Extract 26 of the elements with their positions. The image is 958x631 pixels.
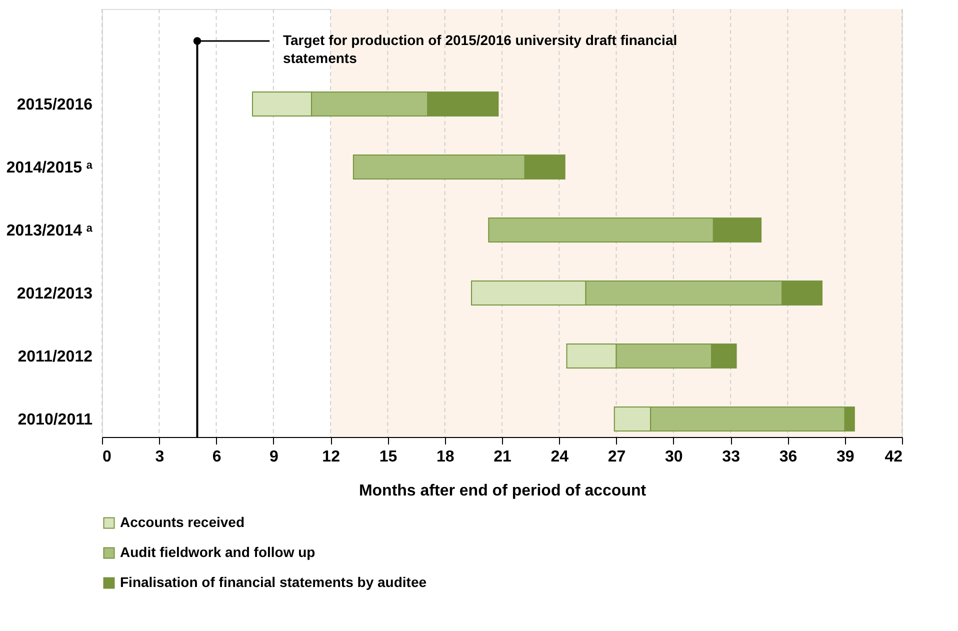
legend-label: Audit fieldwork and follow up <box>120 544 316 560</box>
x-tick-label: 9 <box>269 448 278 466</box>
x-tick-label: 6 <box>212 448 222 466</box>
x-tick-label: 27 <box>608 448 626 466</box>
y-tick-label: 2015/2016 <box>16 96 93 114</box>
x-axis-title: Months after end of period of account <box>358 482 647 500</box>
x-tick-label: 36 <box>779 448 798 466</box>
x-tick-label: 12 <box>322 448 340 466</box>
y-tick-label: 2010/2011 <box>18 412 93 428</box>
legend-label: Accounts received <box>120 514 244 530</box>
x-tick-label: 21 <box>494 448 512 466</box>
y-tick-label: 2014/2015 ᵃ <box>6 160 92 176</box>
x-tick-label: 18 <box>436 448 454 466</box>
y-tick-label: 2012/2013 <box>16 286 93 302</box>
x-tick-label: 30 <box>665 448 683 466</box>
y-tick-label: 2011/2012 <box>18 348 93 366</box>
x-tick-label: 0 <box>102 448 112 466</box>
ref-line-label: Target for production of 2015/2016 university draft financial statements <box>282 32 678 66</box>
legend-label: Finalisation of financial statements by auditee <box>120 574 427 590</box>
x-tick-label: 24 <box>550 448 569 466</box>
x-tick-label: 15 <box>379 448 398 466</box>
x-tick-label: 3 <box>155 448 164 466</box>
x-tick-label: 33 <box>722 448 740 466</box>
y-tick-label: 2013/2014 ᵃ <box>6 222 92 240</box>
x-tick-label: 39 <box>836 448 854 466</box>
x-tick-label: 42 <box>884 448 903 466</box>
